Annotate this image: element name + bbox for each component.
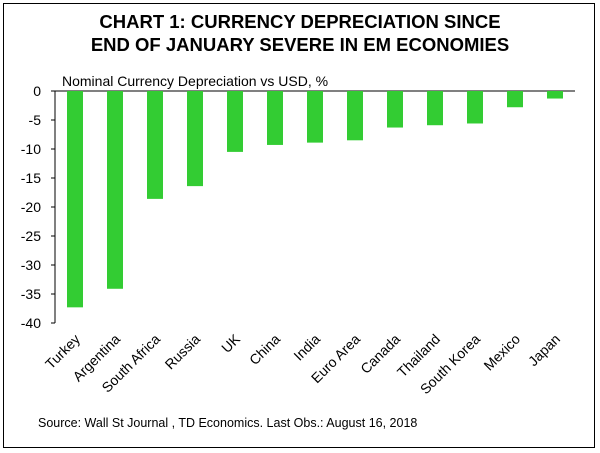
- bar-thailand: [427, 91, 443, 126]
- chart-frame: [3, 3, 595, 448]
- bar-mexico: [507, 91, 523, 108]
- chart-title: CHART 1: CURRENCY DEPRECIATION SINCE END…: [0, 10, 600, 56]
- y-axis: 0 -5 -10 -15 -20 -25 -30 -35 -40: [21, 83, 575, 331]
- x-tick-label: China: [246, 331, 283, 368]
- chart-title-line-1: CHART 1: CURRENCY DEPRECIATION SINCE: [99, 11, 501, 32]
- bar-argentina: [107, 91, 123, 289]
- bar-uk: [227, 91, 243, 152]
- y-tick-label: -35: [21, 286, 41, 302]
- y-tick-label: -10: [21, 141, 41, 157]
- bar-euro-area: [347, 91, 363, 141]
- y-tick-label: -25: [21, 228, 41, 244]
- x-tick-label: UK: [218, 330, 244, 356]
- y-tick-label: -40: [21, 315, 41, 331]
- x-tick-label: Mexico: [480, 331, 523, 374]
- y-tick-label: -5: [29, 112, 42, 128]
- source-note: Source: Wall St Journal , TD Economics. …: [38, 416, 418, 430]
- chart-subtitle: Nominal Currency Depreciation vs USD, %: [62, 73, 328, 89]
- bar-canada: [387, 91, 403, 128]
- y-tick-label: -15: [21, 170, 41, 186]
- bar-south-africa: [147, 91, 163, 199]
- chart-title-line-2: END OF JANUARY SEVERE IN EM ECONOMIES: [90, 34, 510, 55]
- bar-china: [267, 91, 283, 145]
- bar-india: [307, 91, 323, 143]
- y-tick-label: 0: [33, 83, 41, 99]
- y-tick-label: -30: [21, 257, 41, 273]
- bar-south-korea: [467, 91, 483, 124]
- x-tick-label: Japan: [525, 331, 563, 369]
- bar-russia: [187, 91, 203, 187]
- bar-turkey: [67, 91, 83, 308]
- x-tick-label: India: [290, 331, 323, 364]
- y-tick-label: -20: [21, 199, 41, 215]
- bars: [67, 91, 563, 308]
- bar-japan: [547, 91, 563, 99]
- x-tick-label: Russia: [162, 331, 204, 373]
